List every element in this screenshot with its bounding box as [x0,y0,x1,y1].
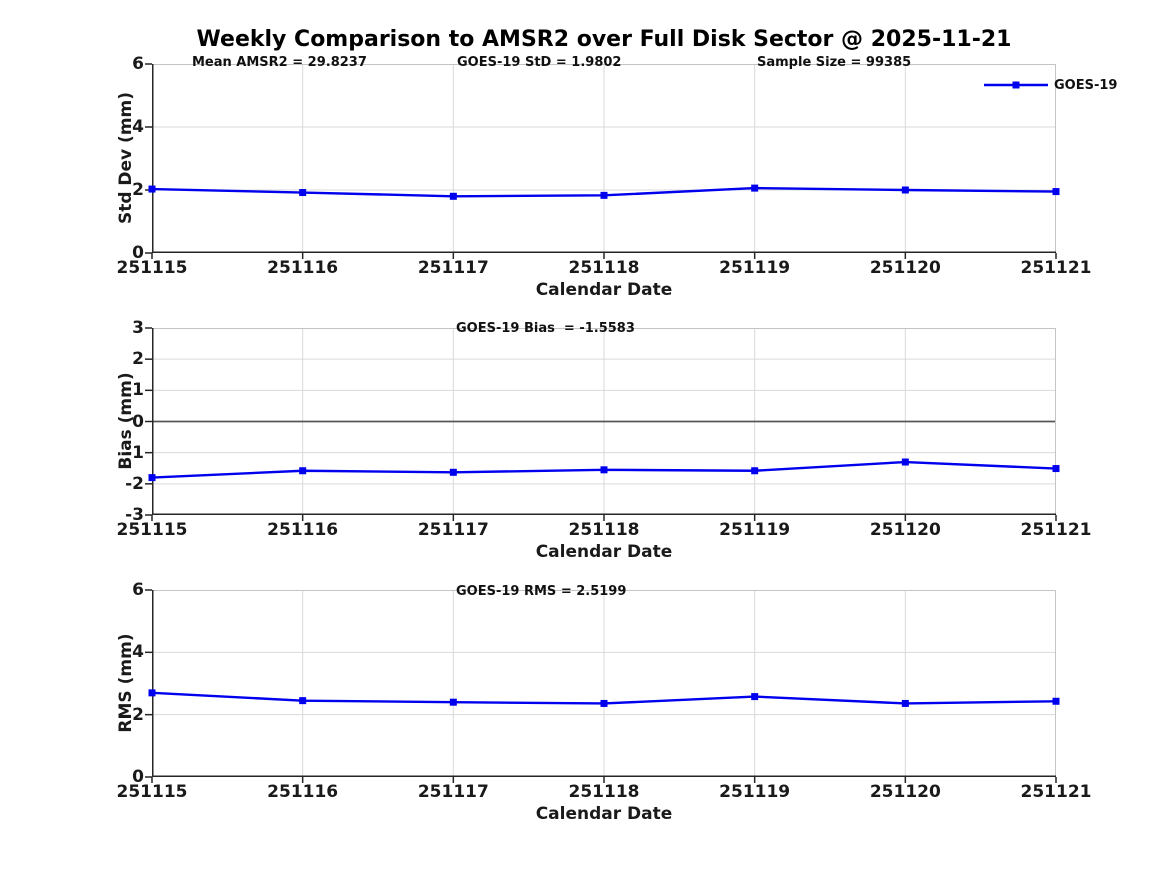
x-tick-label: 251121 [1020,258,1092,278]
data-point-marker [901,186,909,194]
data-point-marker [148,185,156,193]
x-tick-label: 251119 [719,782,791,802]
data-point-marker [751,184,759,192]
y-tick-label: -2 [125,473,144,494]
data-point-marker [148,474,156,482]
x-tick-label: 251116 [267,520,339,540]
y-tick-label: 4 [132,642,144,663]
legend: GOES-19 [984,77,1117,93]
stddev-x-axis-label: Calendar Date [535,280,673,300]
rms-plot-area: 251115 251116 251117 251118 251119 251120 2511… [117,580,1092,802]
x-tick-label: 251117 [417,782,489,802]
x-tick-label: 251116 [267,782,339,802]
x-tick-label: 251121 [1020,520,1092,540]
y-tick-label: -3 [125,505,144,525]
y-tick-label: 0 [132,243,144,263]
y-tick-label: -1 [125,442,144,463]
y-tick-label: 2 [132,704,144,725]
y-tick-label: 0 [132,411,144,432]
data-point-marker [751,467,759,475]
data-point-marker [901,458,909,466]
x-tick-label: 251119 [719,520,791,540]
plot-canvas [145,327,1060,521]
data-point-marker [600,191,608,199]
x-tick-label: 251118 [568,258,640,278]
annotation-goes19-rms: GOES-19 RMS = 2.5199 [456,584,627,599]
y-tick-label: 2 [132,349,144,370]
x-tick-label: 251117 [417,258,489,278]
bias-plot-area: 251115 251116 251117 251118 251119 251120 2511… [117,318,1092,540]
bias-y-axis-label: Bias (mm) [116,372,136,470]
x-tick-label: 251120 [869,258,941,278]
legend-line-icon [984,81,1048,89]
x-tick-label: 251115 [116,258,188,278]
y-tick-label: 4 [132,117,144,137]
data-point-marker [1052,697,1060,705]
y-tick-label: 1 [132,380,144,401]
x-tick-label: 251117 [417,520,489,540]
data-point-marker [600,466,608,474]
rms-x-axis-label: Calendar Date [535,804,673,824]
plot-canvas [145,589,1060,783]
x-tick-label: 251121 [1020,782,1092,802]
data-point-marker [299,697,307,705]
y-tick-label: 3 [132,318,144,338]
x-tick-label: 251116 [267,258,339,278]
bias-x-axis-label: Calendar Date [535,542,673,562]
annotation-sample-size: Sample Size = 99385 [757,55,912,70]
annotation-goes19-std: GOES-19 StD = 1.9802 [457,55,622,70]
data-point-marker [751,693,759,701]
data-point-marker [1052,188,1060,196]
stddev-plot-area: 251115 251116 251117 251118 251119 251120 2511… [117,54,1092,278]
x-tick-label: 251118 [568,782,640,802]
data-point-marker [148,689,156,697]
y-tick-label: 6 [132,580,144,600]
data-point-marker [299,189,307,197]
data-point-marker [1052,465,1060,473]
chart-title: Weekly Comparison to AMSR2 over Full Dis… [196,27,1012,52]
x-tick-label: 251115 [116,782,188,802]
rms-y-axis-label: RMS (mm) [116,633,136,733]
x-tick-label: 251115 [116,520,188,540]
data-point-marker [901,699,909,707]
y-tick-label: 0 [132,767,144,787]
x-tick-label: 251120 [869,520,941,540]
legend-label: GOES-19 [1054,77,1118,93]
legend-marker-icon [1012,81,1020,89]
data-point-marker [449,698,457,706]
x-tick-label: 251118 [568,520,640,540]
annotation-goes19-bias: GOES-19 Bias = -1.5583 [456,321,635,336]
data-point-marker [600,699,608,707]
data-point-marker [449,468,457,476]
y-tick-label: 2 [132,180,144,200]
data-point-marker [449,192,457,200]
x-tick-label: 251120 [869,782,941,802]
y-tick-label: 6 [132,54,144,74]
annotation-mean-amsr2: Mean AMSR2 = 29.8237 [192,55,367,70]
plot-canvas [145,63,1060,259]
data-point-marker [299,467,307,475]
x-tick-label: 251119 [719,258,791,278]
stddev-y-axis-label: Std Dev (mm) [116,91,136,225]
